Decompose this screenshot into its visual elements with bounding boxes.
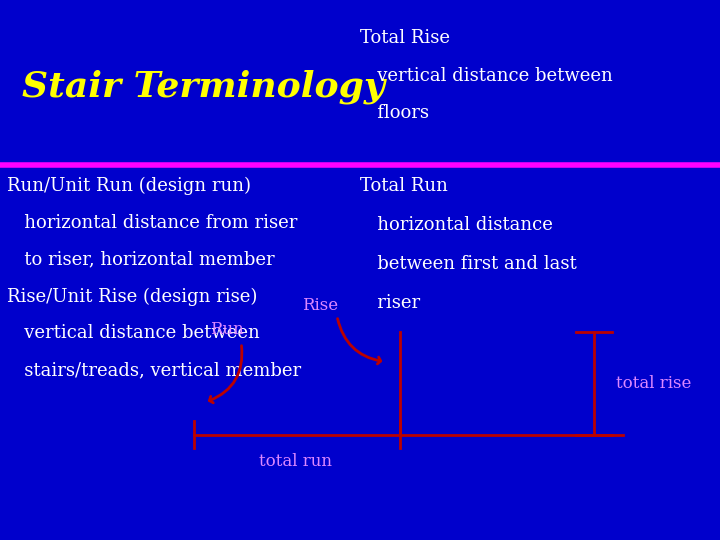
Text: total rise: total rise bbox=[616, 375, 691, 392]
Text: horizontal distance: horizontal distance bbox=[360, 216, 553, 234]
Text: Run/Unit Run (design run): Run/Unit Run (design run) bbox=[7, 177, 251, 195]
Text: Total Run: Total Run bbox=[360, 177, 448, 195]
Text: Total Rise: Total Rise bbox=[360, 29, 450, 47]
Text: total run: total run bbox=[258, 453, 332, 470]
Text: Rise: Rise bbox=[302, 296, 338, 314]
Text: Stair Terminology: Stair Terminology bbox=[22, 69, 384, 104]
Text: to riser, horizontal member: to riser, horizontal member bbox=[7, 251, 275, 269]
Text: horizontal distance from riser: horizontal distance from riser bbox=[7, 214, 297, 232]
Text: riser: riser bbox=[360, 294, 420, 312]
Text: vertical distance between: vertical distance between bbox=[7, 324, 260, 342]
Text: Rise/Unit Rise (design rise): Rise/Unit Rise (design rise) bbox=[7, 287, 258, 306]
Text: Run: Run bbox=[210, 321, 243, 338]
Text: between first and last: between first and last bbox=[360, 255, 577, 273]
Text: vertical distance between: vertical distance between bbox=[360, 66, 613, 85]
Text: floors: floors bbox=[360, 104, 429, 123]
Text: stairs/treads, vertical member: stairs/treads, vertical member bbox=[7, 361, 302, 379]
